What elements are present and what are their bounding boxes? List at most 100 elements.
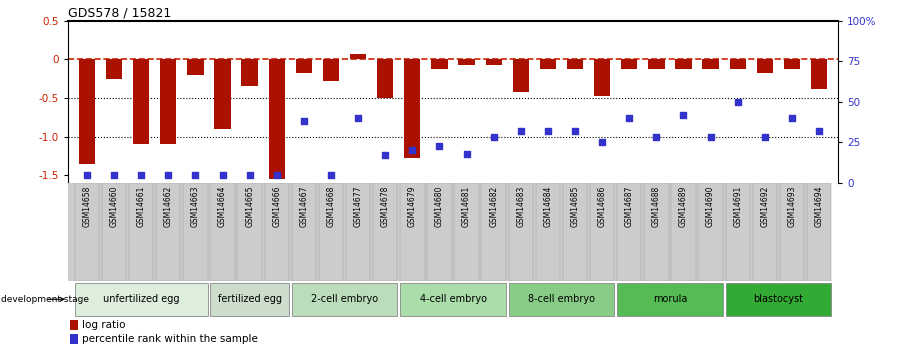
Bar	[400, 283, 506, 316]
Point	[351, 115, 365, 121]
Text: GSM14681: GSM14681	[462, 186, 471, 227]
Text: GSM14691: GSM14691	[733, 186, 742, 227]
Point	[703, 135, 718, 140]
Bar	[377, 59, 393, 98]
Point	[487, 135, 501, 140]
Point	[216, 172, 230, 178]
Text: GSM14666: GSM14666	[272, 186, 281, 227]
Text: GSM14660: GSM14660	[110, 186, 119, 227]
Text: 8-cell embryo: 8-cell embryo	[528, 294, 595, 304]
Bar	[671, 183, 696, 281]
Bar	[319, 183, 343, 281]
Text: GSM14692: GSM14692	[760, 186, 769, 227]
Point	[730, 99, 745, 105]
Point	[541, 128, 555, 134]
Bar	[210, 283, 289, 316]
Bar	[726, 283, 832, 316]
Bar	[811, 59, 827, 89]
Text: GSM14665: GSM14665	[246, 186, 254, 227]
Text: GDS578 / 15821: GDS578 / 15821	[68, 7, 171, 20]
Bar	[237, 183, 262, 281]
Bar	[404, 59, 420, 158]
Bar	[807, 183, 832, 281]
Bar	[431, 59, 448, 69]
Text: morula: morula	[652, 294, 687, 304]
Bar	[458, 59, 475, 66]
Bar	[508, 283, 614, 316]
Bar	[129, 183, 153, 281]
Bar	[188, 59, 204, 75]
Bar	[784, 59, 800, 69]
Bar	[590, 183, 614, 281]
Point	[622, 115, 637, 121]
Bar	[71, 334, 78, 344]
Text: GSM14661: GSM14661	[137, 186, 146, 227]
Text: development stage: development stage	[2, 295, 90, 304]
Text: blastocyst: blastocyst	[754, 294, 804, 304]
Bar	[753, 183, 777, 281]
Bar	[780, 183, 805, 281]
Bar	[486, 59, 502, 66]
Bar	[648, 59, 664, 69]
Bar	[265, 183, 289, 281]
Bar	[156, 183, 180, 281]
Text: GSM14693: GSM14693	[787, 186, 796, 227]
Point	[134, 172, 149, 178]
Text: GSM14688: GSM14688	[652, 186, 660, 227]
Bar	[513, 59, 529, 92]
Text: GSM14682: GSM14682	[489, 186, 498, 227]
Point	[676, 112, 690, 118]
Point	[514, 128, 528, 134]
Point	[785, 115, 799, 121]
Point	[812, 128, 826, 134]
Bar	[106, 59, 122, 79]
Text: log ratio: log ratio	[82, 320, 125, 330]
Bar	[699, 183, 723, 281]
Bar	[508, 183, 533, 281]
Bar	[350, 54, 366, 59]
Bar	[563, 183, 587, 281]
Text: GSM14664: GSM14664	[218, 186, 227, 227]
Bar	[540, 59, 556, 69]
Bar	[757, 59, 773, 73]
Bar	[400, 183, 425, 281]
Bar	[323, 59, 339, 81]
Bar	[183, 183, 207, 281]
Point	[323, 172, 338, 178]
Bar	[71, 320, 78, 330]
Point	[459, 151, 474, 156]
Bar	[242, 59, 258, 86]
Bar	[74, 183, 99, 281]
Point	[757, 135, 772, 140]
Point	[378, 152, 392, 158]
Bar	[160, 59, 177, 144]
Bar	[133, 59, 149, 144]
Point	[161, 172, 176, 178]
Bar	[101, 183, 126, 281]
Text: GSM14687: GSM14687	[625, 186, 634, 227]
Bar	[215, 59, 231, 129]
Bar	[346, 183, 371, 281]
Text: GSM14683: GSM14683	[516, 186, 525, 227]
Text: GSM14658: GSM14658	[82, 186, 92, 227]
Point	[269, 172, 284, 178]
Point	[568, 128, 583, 134]
Bar	[454, 183, 478, 281]
Text: GSM14679: GSM14679	[408, 186, 417, 227]
Point	[243, 172, 257, 178]
Point	[296, 118, 311, 124]
Text: GSM14663: GSM14663	[191, 186, 200, 227]
Text: GSM14694: GSM14694	[814, 186, 824, 227]
Bar	[729, 59, 746, 69]
Bar	[74, 283, 207, 316]
Text: 4-cell embryo: 4-cell embryo	[419, 294, 487, 304]
Point	[432, 143, 447, 148]
Bar	[535, 183, 560, 281]
Text: unfertilized egg: unfertilized egg	[103, 294, 179, 304]
Text: GSM14667: GSM14667	[299, 186, 308, 227]
Text: 2-cell embryo: 2-cell embryo	[311, 294, 378, 304]
Bar	[79, 59, 95, 164]
Point	[188, 172, 203, 178]
Point	[649, 135, 663, 140]
Text: GSM14684: GSM14684	[544, 186, 553, 227]
